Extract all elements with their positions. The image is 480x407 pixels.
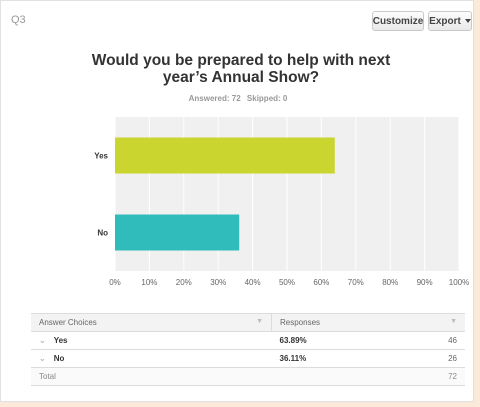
answered-summary: Answered: 72 Skipped: 0 xyxy=(1,94,475,103)
x-tick-label: 60% xyxy=(313,278,329,287)
table-header-row: Answer Choices ▼ Responses ▼ xyxy=(31,313,465,332)
question-card: Q3 Customize Export Would you be prepare… xyxy=(0,0,474,402)
responses-table: Answer Choices ▼ Responses ▼ ⌄ Yes 63.89% 4… xyxy=(31,313,465,386)
x-tick-label: 90% xyxy=(417,278,433,287)
x-tick-label: 40% xyxy=(245,278,261,287)
x-tick-label: 100% xyxy=(449,278,469,287)
x-tick-label: 30% xyxy=(210,278,226,287)
customize-label: Customize xyxy=(372,15,424,27)
x-tick-label: 0% xyxy=(109,278,121,287)
table-row: ⌄ Yes 63.89% 46 xyxy=(31,331,465,350)
sort-down-icon: ▼ xyxy=(256,318,263,325)
sort-down-icon: ▼ xyxy=(450,318,457,325)
y-category-label: No xyxy=(97,229,108,238)
table-row: ⌄ No 36.11% 26 xyxy=(31,349,465,368)
total-count: 72 xyxy=(394,367,465,386)
bar-no xyxy=(115,214,240,251)
x-tick-label: 50% xyxy=(279,278,295,287)
response-percent: 36.11% xyxy=(271,349,395,368)
response-count: 26 xyxy=(394,349,465,368)
table-total-row: Total 72 xyxy=(31,367,465,386)
export-label: Export xyxy=(429,15,461,27)
bar-yes xyxy=(115,137,335,174)
response-bar-chart: 0% 10% 20% 30% 40% 50% 60% 70% 80% 90% 100% Yes No xyxy=(94,117,469,287)
answered-count: Answered: 72 xyxy=(188,94,241,103)
expand-chevron-icon[interactable]: ⌄ xyxy=(39,336,46,345)
choice-label: No xyxy=(53,354,65,363)
header-responses[interactable]: Responses ▼ xyxy=(271,313,465,332)
skipped-count: Skipped: 0 xyxy=(246,94,288,103)
expand-chevron-icon[interactable]: ⌄ xyxy=(39,354,46,363)
header-answer-choices[interactable]: Answer Choices ▼ xyxy=(31,313,272,332)
customize-button[interactable]: Customize xyxy=(372,11,424,31)
question-number: Q3 xyxy=(11,14,26,26)
x-tick-label: 80% xyxy=(382,278,398,287)
x-tick-label: 20% xyxy=(176,278,192,287)
x-tick-label: 70% xyxy=(348,278,364,287)
export-button[interactable]: Export xyxy=(428,11,472,31)
caret-down-icon xyxy=(464,19,471,23)
response-count: 46 xyxy=(394,331,465,350)
question-title: Would you be prepared to help with next … xyxy=(91,52,391,86)
y-category-label: Yes xyxy=(94,152,108,161)
total-label: Total xyxy=(31,367,272,386)
response-percent: 63.89% xyxy=(271,331,395,350)
choice-label: Yes xyxy=(53,336,68,345)
x-tick-label: 10% xyxy=(141,278,157,287)
